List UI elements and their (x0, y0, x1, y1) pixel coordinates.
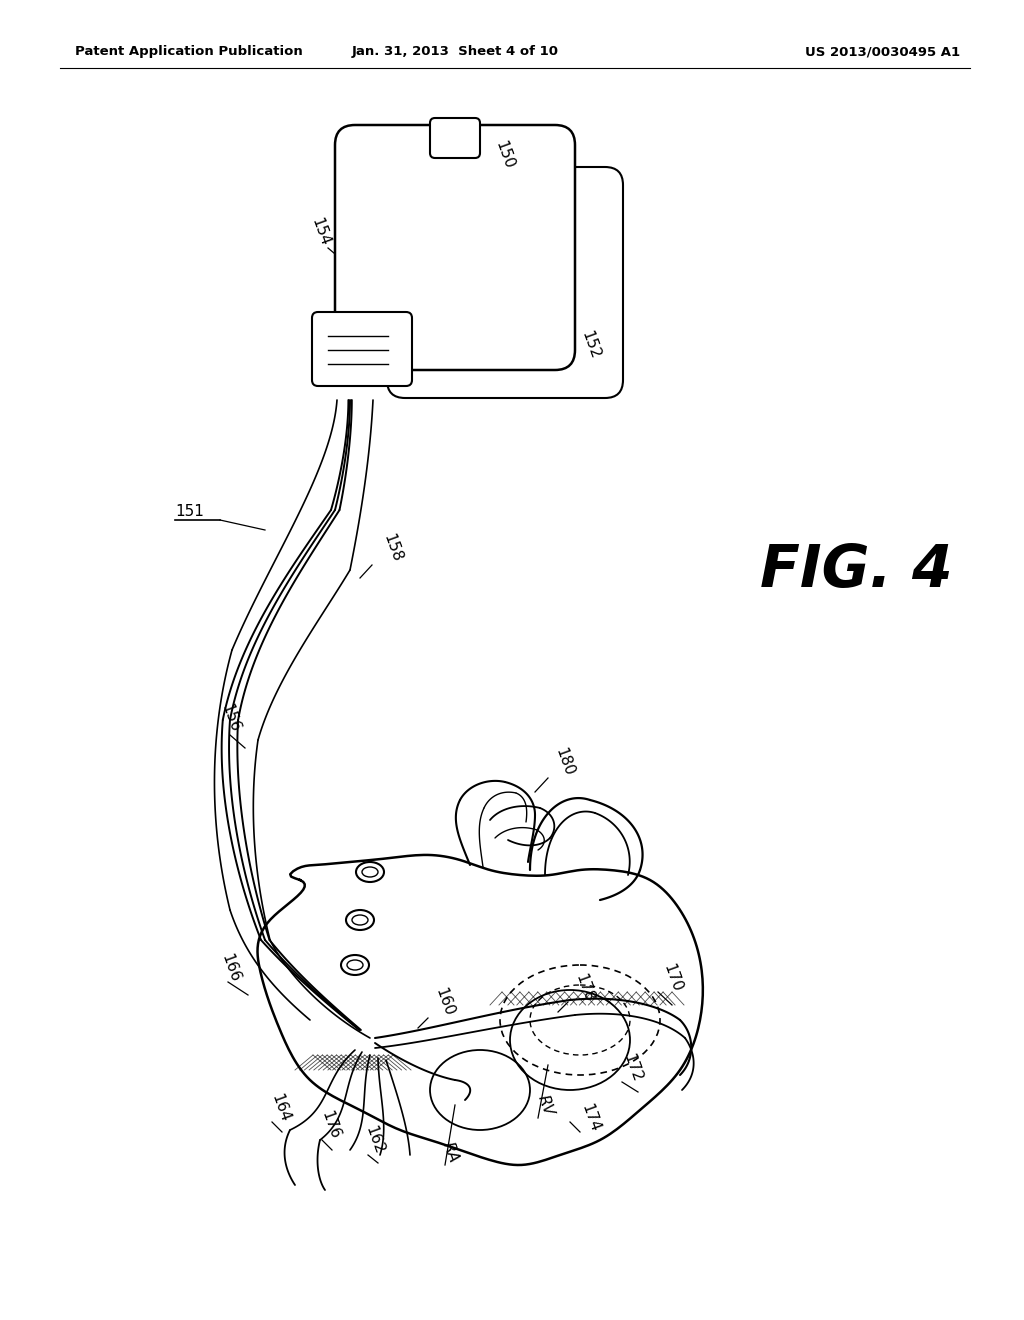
Text: 150: 150 (492, 139, 516, 172)
Text: 176: 176 (318, 1109, 342, 1142)
Text: 156: 156 (218, 702, 242, 734)
Text: 162: 162 (362, 1123, 386, 1156)
Text: FIG. 4: FIG. 4 (760, 541, 952, 598)
FancyBboxPatch shape (430, 117, 480, 158)
Text: 166: 166 (218, 952, 242, 985)
FancyBboxPatch shape (387, 168, 623, 399)
Text: 174: 174 (578, 1102, 602, 1134)
Text: RV: RV (535, 1093, 556, 1118)
Text: 152: 152 (578, 329, 602, 362)
Text: 158: 158 (380, 532, 404, 564)
Text: 178: 178 (572, 972, 596, 1005)
Text: 160: 160 (432, 986, 456, 1018)
Text: 170: 170 (660, 962, 684, 994)
FancyBboxPatch shape (335, 125, 575, 370)
FancyBboxPatch shape (312, 312, 412, 385)
Text: RA: RA (440, 1139, 461, 1164)
Text: 180: 180 (552, 746, 575, 777)
Text: Jan. 31, 2013  Sheet 4 of 10: Jan. 31, 2013 Sheet 4 of 10 (351, 45, 558, 58)
Text: 151: 151 (175, 504, 204, 520)
Text: US 2013/0030495 A1: US 2013/0030495 A1 (805, 45, 961, 58)
Text: 164: 164 (268, 1092, 292, 1125)
Text: 172: 172 (620, 1052, 644, 1084)
Text: Patent Application Publication: Patent Application Publication (75, 45, 303, 58)
Text: 154: 154 (308, 216, 332, 248)
